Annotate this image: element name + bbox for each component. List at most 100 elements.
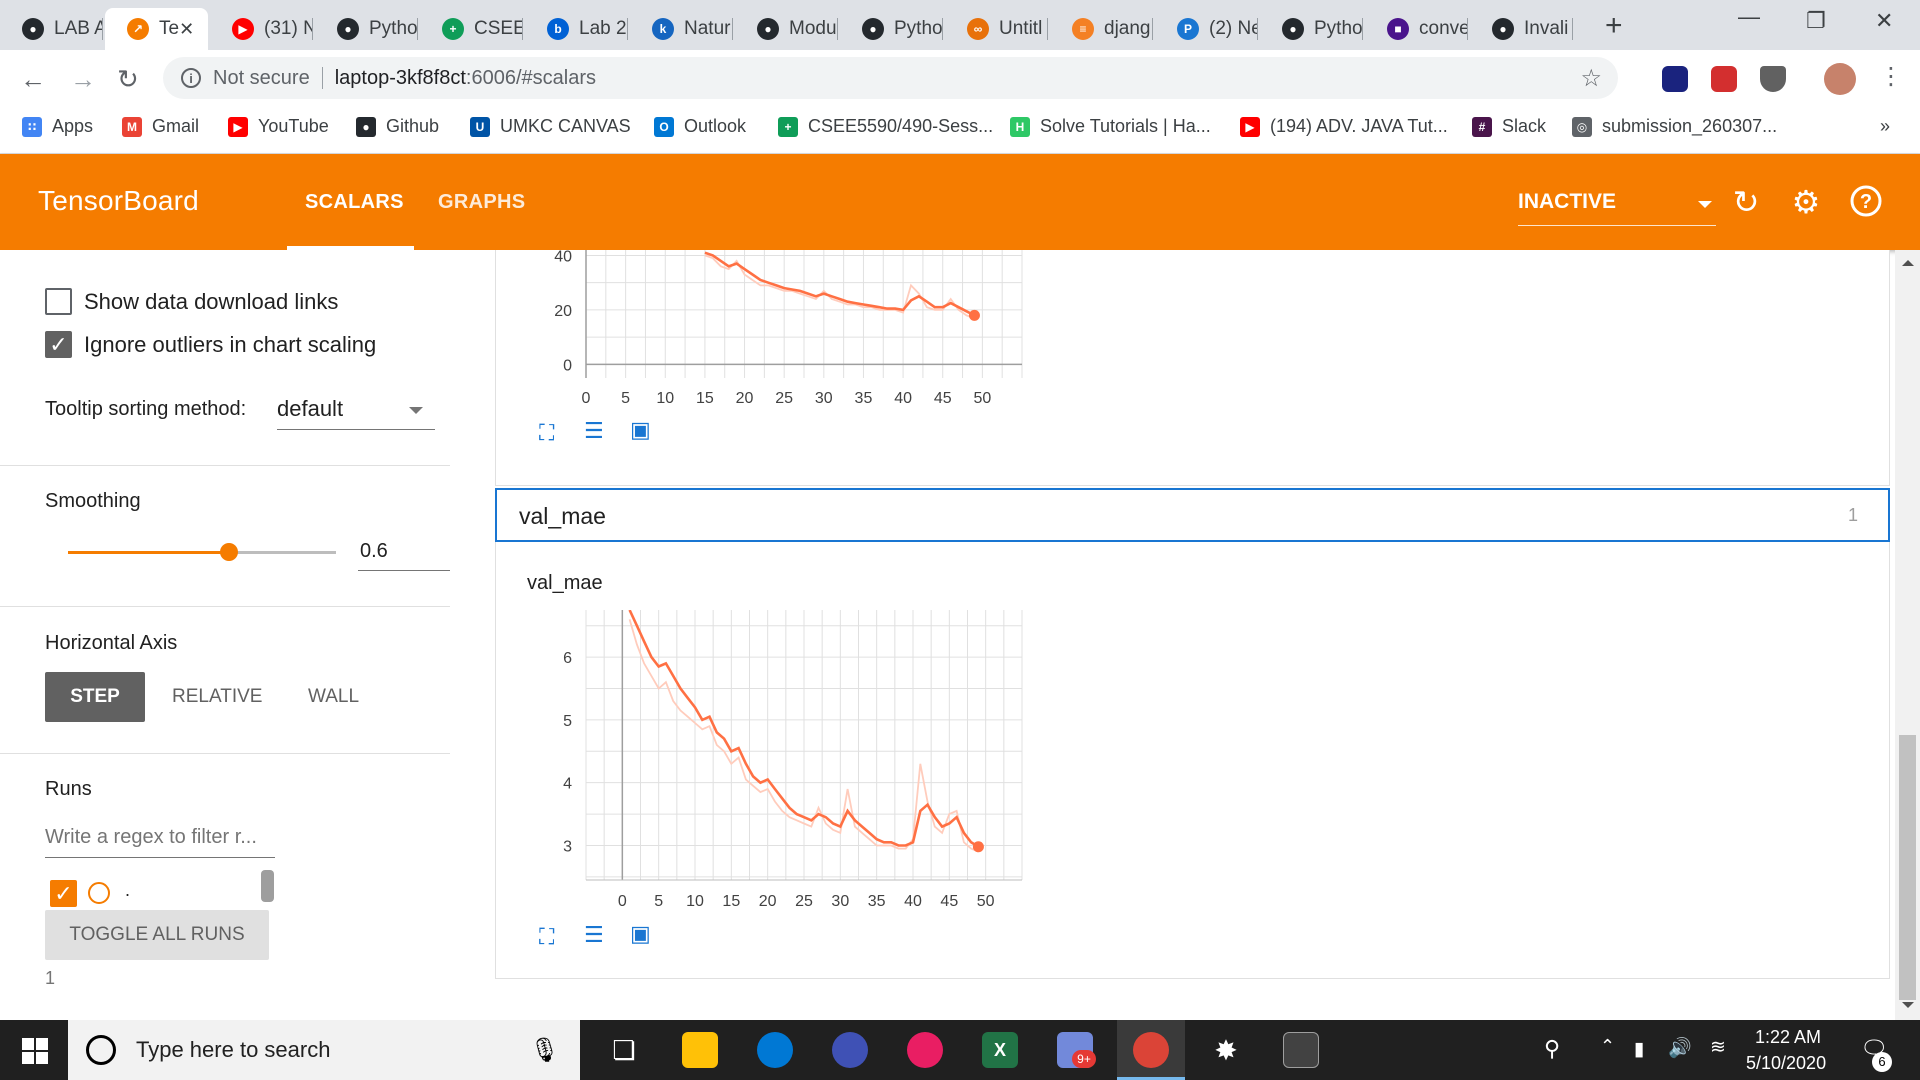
- people-icon[interactable]: ⚲: [1544, 1036, 1561, 1061]
- close-tab-icon[interactable]: ✕: [179, 18, 195, 39]
- new-tab-button[interactable]: +: [1605, 9, 1623, 42]
- browser-tab[interactable]: ■ conve: [1365, 8, 1468, 50]
- bookmark-item[interactable]: H Solve Tutorials | Ha...: [1010, 116, 1211, 137]
- clock-date[interactable]: 5/10/2020: [1746, 1053, 1827, 1073]
- run-checkbox[interactable]: ✓: [50, 880, 77, 907]
- minimize-icon[interactable]: —: [1738, 4, 1760, 29]
- tab-graphs[interactable]: GRAPHS: [438, 191, 526, 213]
- tensorboard-header: TensorBoard SCALARS GRAPHS INACTIVE ↻ ⚙ …: [0, 154, 1920, 250]
- smoothing-input[interactable]: 0.6: [360, 540, 388, 562]
- bookmark-item[interactable]: M Gmail: [122, 116, 199, 137]
- k-icon: k: [652, 18, 674, 40]
- spider-app-icon[interactable]: ✸: [1214, 1034, 1238, 1066]
- page-scrollbar-thumb[interactable]: [1899, 735, 1916, 1000]
- show-download-links-label: Show data download links: [84, 289, 339, 314]
- site-info-icon[interactable]: i: [181, 68, 201, 88]
- bookmark-star-icon[interactable]: ☆: [1580, 64, 1602, 92]
- browser-tab[interactable]: ∞ Untitl: [945, 8, 1048, 50]
- browser-tab[interactable]: ▶ (31) N: [210, 8, 313, 50]
- bookmark-item[interactable]: ● Github: [356, 116, 439, 137]
- edge-icon[interactable]: [757, 1032, 793, 1068]
- app-icon[interactable]: [832, 1032, 868, 1068]
- reload-icon[interactable]: ↻: [1732, 184, 1760, 220]
- run-color-swatch[interactable]: [88, 882, 110, 904]
- zoom-reset-icon[interactable]: ▣: [630, 921, 651, 946]
- dashboard-select[interactable]: INACTIVE: [1518, 190, 1716, 226]
- data-table-icon[interactable]: ☰: [584, 922, 604, 947]
- ignore-outliers-checkbox[interactable]: ✓: [45, 331, 72, 358]
- show-download-links-checkbox[interactable]: [45, 288, 72, 315]
- chevron-up-icon[interactable]: ⌃: [1600, 1036, 1616, 1056]
- bookmarks-more-button[interactable]: »: [1880, 116, 1890, 137]
- extension-icon[interactable]: [1662, 66, 1688, 92]
- axis-step-button[interactable]: STEP: [45, 672, 145, 722]
- runs-scrollbar[interactable]: [261, 870, 274, 902]
- browser-tab[interactable]: P (2) Ne: [1155, 8, 1258, 50]
- browser-tab[interactable]: ● LAB A: [0, 8, 103, 50]
- page-scrollbar[interactable]: [1895, 250, 1920, 1020]
- taskbar-search[interactable]: Type here to search 🎙: [68, 1020, 580, 1080]
- browser-tab[interactable]: k Natur: [630, 8, 733, 50]
- forward-icon[interactable]: →: [70, 64, 96, 94]
- browser-tab[interactable]: ● Pytho: [315, 8, 418, 50]
- tensorboard-icon: ↗: [127, 18, 149, 40]
- volume-icon[interactable]: 🔊: [1668, 1038, 1692, 1059]
- category-header-val-mae[interactable]: val_mae 1: [495, 488, 1890, 542]
- browser-tab[interactable]: ● Pytho: [1260, 8, 1363, 50]
- excel-icon[interactable]: X: [982, 1032, 1018, 1068]
- scroll-down-icon[interactable]: [1902, 1002, 1914, 1008]
- bookmark-item[interactable]: ▶ YouTube: [228, 116, 329, 137]
- clock-time[interactable]: 1:22 AM: [1755, 1027, 1822, 1047]
- wifi-icon[interactable]: ≋: [1710, 1037, 1726, 1058]
- file-explorer-icon[interactable]: [682, 1032, 718, 1068]
- browser-tab[interactable]: + CSEE: [420, 8, 523, 50]
- tooltip-sorting-select[interactable]: default: [277, 396, 344, 421]
- menu-dots-icon[interactable]: ⋮: [1879, 63, 1903, 90]
- smoothing-slider-handle[interactable]: [220, 543, 238, 561]
- restore-icon[interactable]: ❐: [1806, 8, 1826, 33]
- tab-scalars[interactable]: SCALARS: [305, 191, 404, 213]
- windows-start-icon[interactable]: [22, 1038, 48, 1064]
- scroll-up-icon[interactable]: [1902, 260, 1914, 266]
- bookmark-item[interactable]: ▶ (194) ADV. JAVA Tut...: [1240, 116, 1448, 137]
- shield-extension-icon[interactable]: [1760, 66, 1786, 92]
- zoom-reset-icon[interactable]: ▣: [630, 417, 651, 442]
- battery-icon[interactable]: ▮: [1634, 1039, 1645, 1060]
- bookmarks-bar: » ∷ Apps M Gmail ▶ YouTube ● Github U UMKC CANVAS…: [0, 106, 1920, 154]
- fit-domain-icon[interactable]: ⛶: [539, 924, 555, 949]
- bookmark-item[interactable]: U UMKC CANVAS: [470, 116, 631, 137]
- gear-icon[interactable]: ⚙: [1791, 184, 1821, 220]
- address-bar[interactable]: i Not secure laptop-3kf8f8ct :6006/#scal…: [163, 57, 1618, 99]
- smoothing-slider-track[interactable]: [229, 551, 336, 554]
- chrome-canary-icon[interactable]: [907, 1032, 943, 1068]
- browser-tab[interactable]: ● Invali: [1470, 8, 1573, 50]
- bookmark-item[interactable]: O Outlook: [654, 116, 746, 137]
- bookmark-item[interactable]: # Slack: [1472, 116, 1546, 137]
- chrome-icon[interactable]: [1133, 1032, 1169, 1068]
- terminal-icon[interactable]: [1283, 1032, 1319, 1068]
- bookmark-item[interactable]: ◎ submission_260307...: [1572, 116, 1777, 137]
- bookmark-item[interactable]: + CSEE5590/490-Sess...: [778, 116, 993, 137]
- help-icon[interactable]: ?: [1848, 184, 1884, 220]
- close-window-icon[interactable]: ✕: [1875, 8, 1894, 33]
- axis-relative-button[interactable]: RELATIVE: [172, 686, 263, 707]
- extension-icon[interactable]: [1711, 66, 1737, 92]
- browser-tab[interactable]: ● Modu: [735, 8, 838, 50]
- bookmark-item[interactable]: ∷ Apps: [22, 116, 93, 137]
- runs-filter-input[interactable]: Write a regex to filter r...: [45, 826, 257, 848]
- fit-domain-icon[interactable]: ⛶: [539, 420, 555, 445]
- browser-tab[interactable]: ↗ Te ✕: [105, 8, 208, 50]
- browser-tab[interactable]: ● Pytho: [840, 8, 943, 50]
- microphone-icon[interactable]: 🎙: [529, 1036, 560, 1064]
- axis-wall-button[interactable]: WALL: [308, 686, 360, 707]
- gmail-icon: M: [122, 116, 142, 137]
- tab-separator: [1467, 18, 1468, 40]
- avatar[interactable]: [1824, 63, 1856, 95]
- back-icon[interactable]: ←: [20, 64, 46, 94]
- browser-tab[interactable]: b Lab 2: [525, 8, 628, 50]
- task-view-icon[interactable]: ❏: [612, 1034, 636, 1065]
- reload-icon[interactable]: ↻: [117, 64, 139, 94]
- data-table-icon[interactable]: ☰: [584, 418, 604, 443]
- browser-tab[interactable]: ≡ djang: [1050, 8, 1153, 50]
- toggle-all-runs-button[interactable]: TOGGLE ALL RUNS: [45, 910, 269, 960]
